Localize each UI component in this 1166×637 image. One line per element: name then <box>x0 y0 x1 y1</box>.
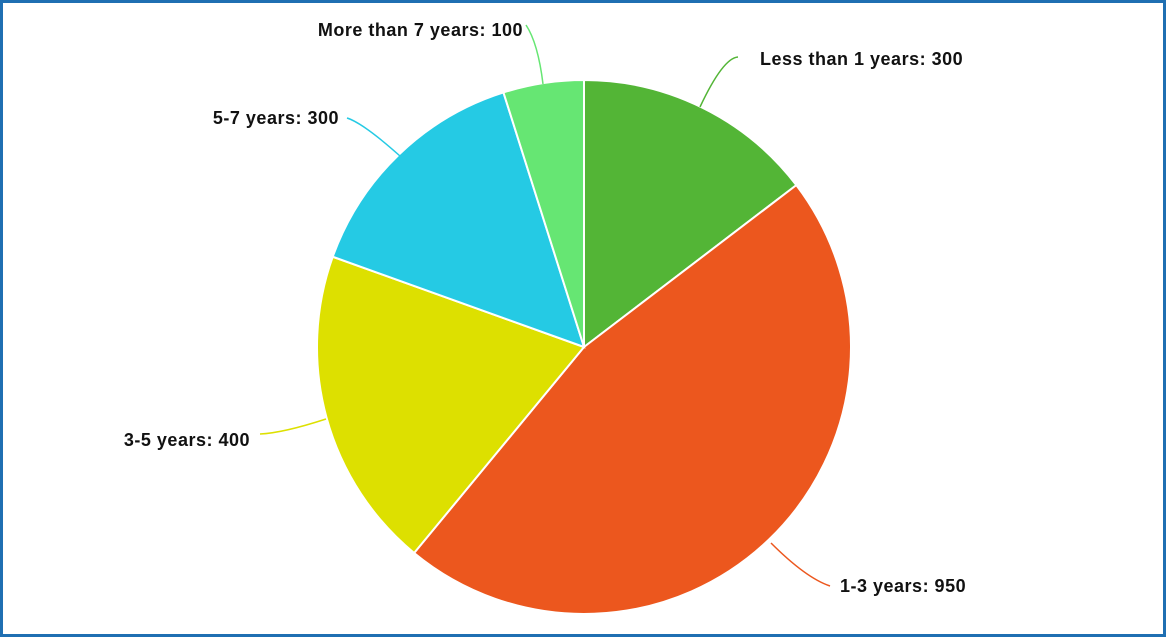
slice-label-1: Less than 1 years: 300 <box>760 49 963 69</box>
leader-line-4 <box>346 117 401 157</box>
slice-label-3: 3-5 years: 400 <box>124 430 250 450</box>
pie-slices <box>316 78 852 615</box>
pie-slice-2 <box>412 183 852 615</box>
leader-line-1 <box>699 56 739 108</box>
pie-chart: Less than 1 years: 300 1-3 years: 950 3-5 … <box>124 20 966 615</box>
leader-line-3 <box>259 418 327 435</box>
leader-line-2 <box>770 542 831 587</box>
pie-slice-3 <box>316 255 586 555</box>
slice-labels: Less than 1 years: 300 1-3 years: 950 3-5 … <box>124 20 966 596</box>
slice-label-4: 5-7 years: 300 <box>213 108 339 128</box>
leader-line-5 <box>525 24 544 85</box>
slice-label-5: More than 7 years: 100 <box>318 20 523 40</box>
slice-label-2: 1-3 years: 950 <box>840 576 966 596</box>
leader-lines <box>259 24 831 587</box>
pie-slice-1 <box>583 78 798 350</box>
